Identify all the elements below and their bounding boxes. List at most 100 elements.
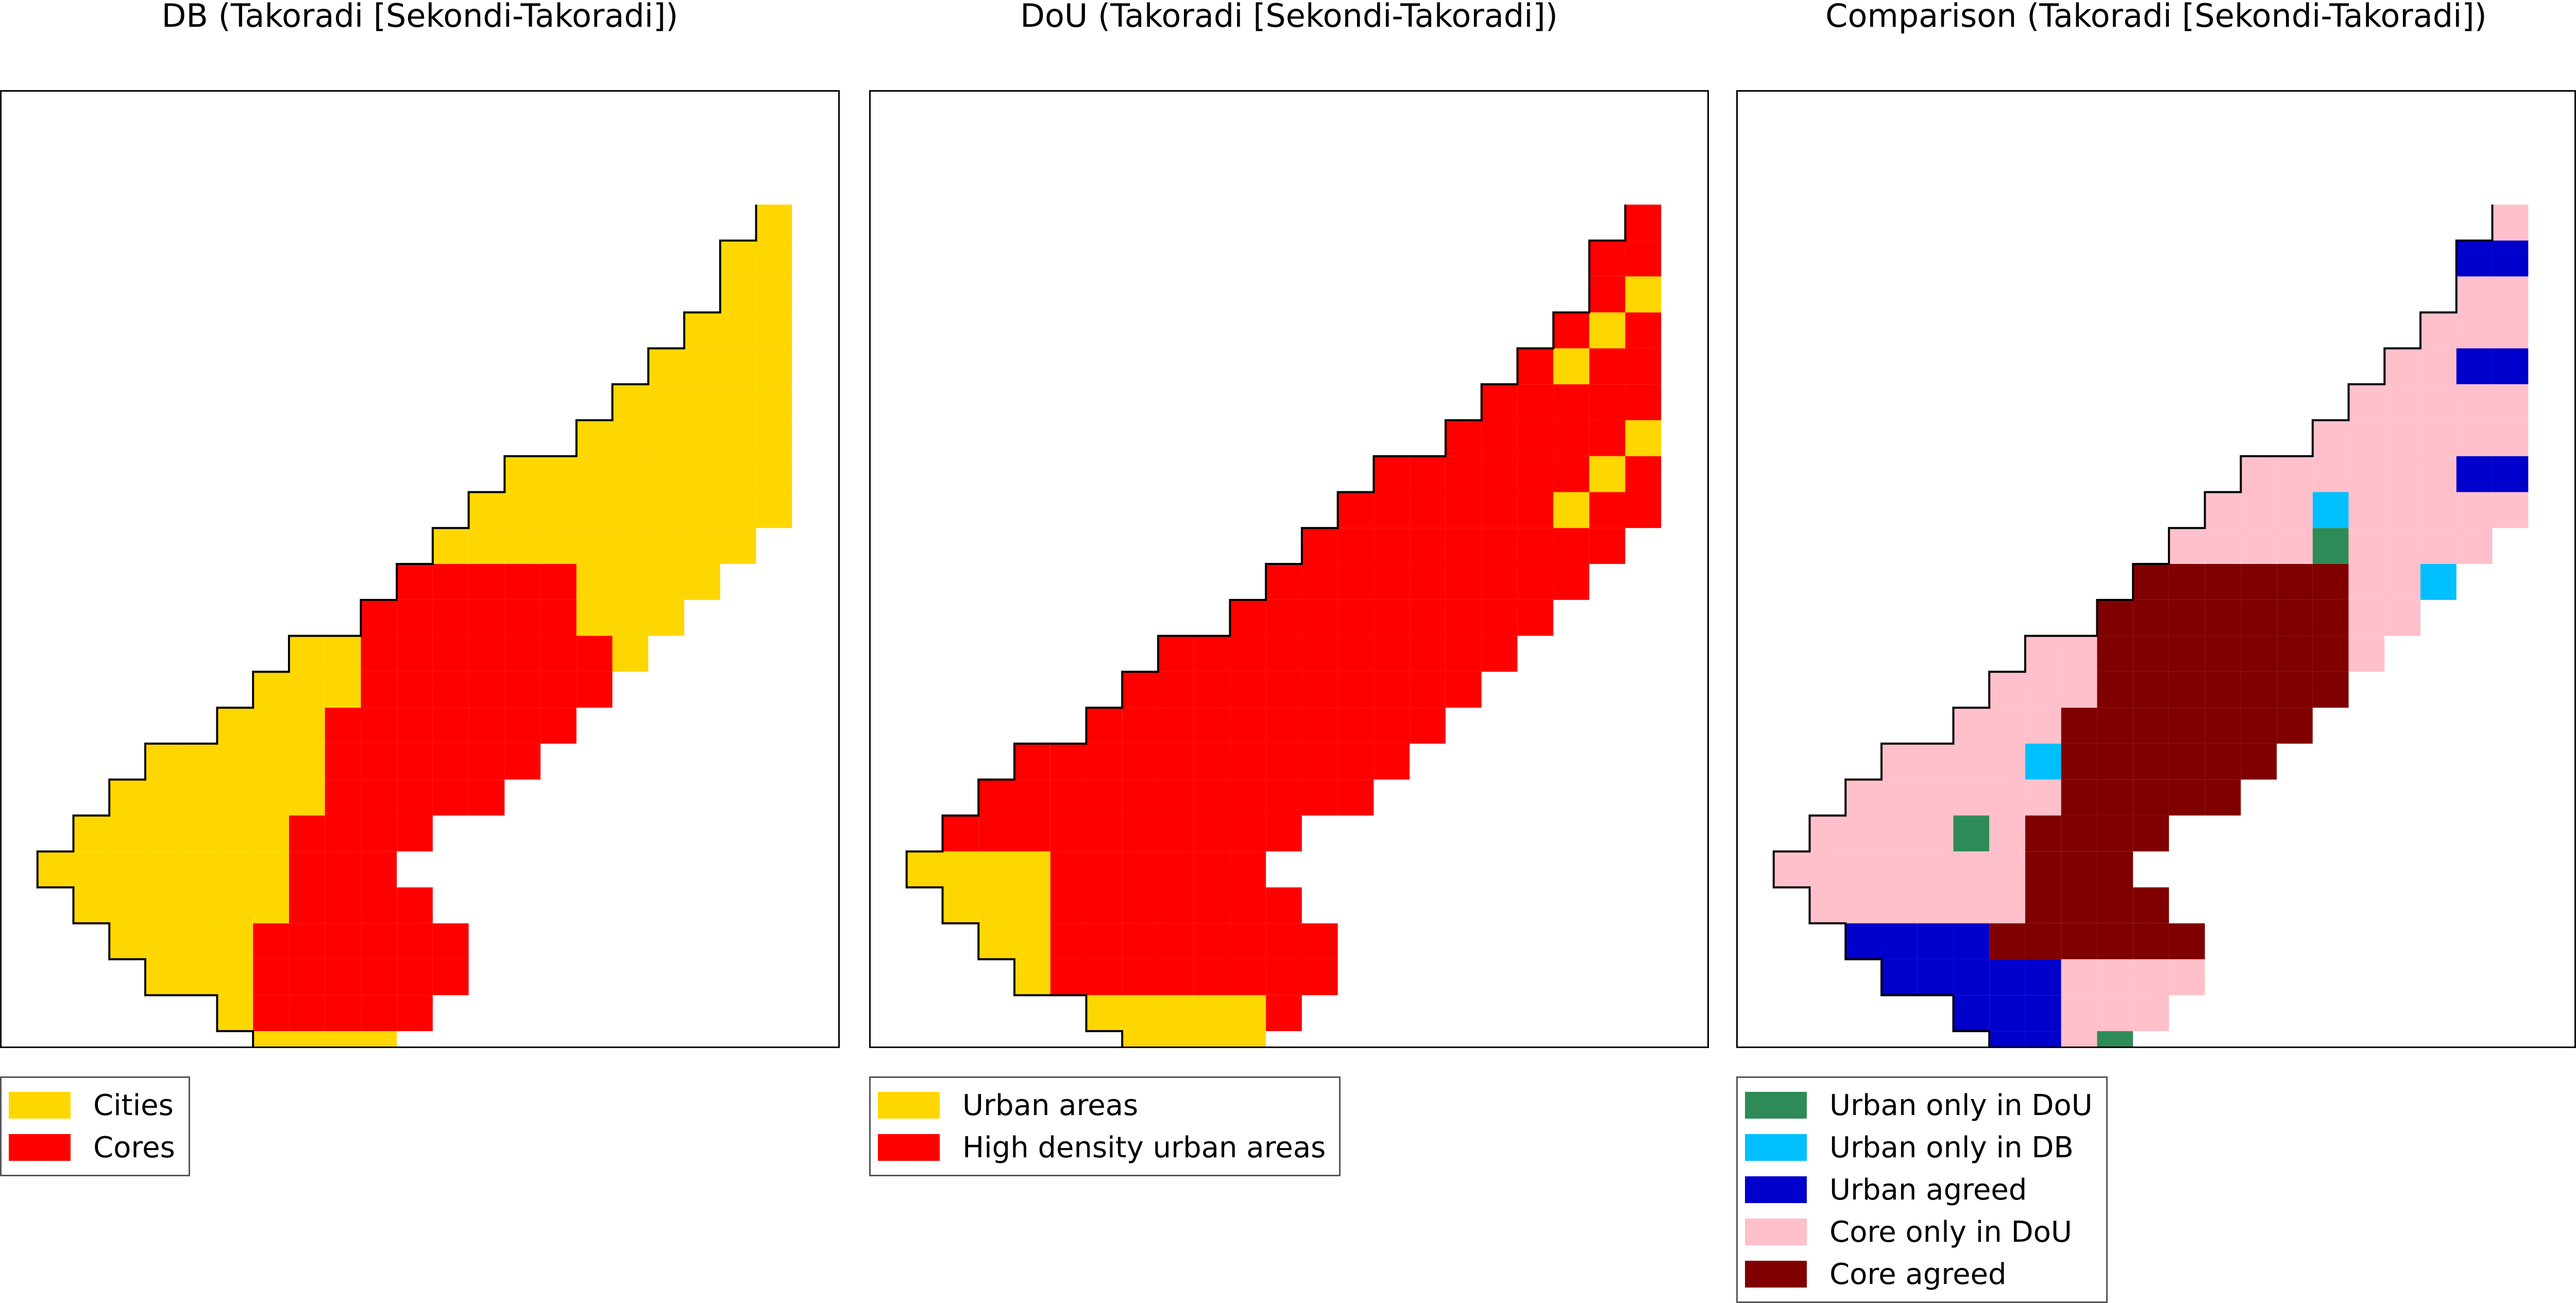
- grid-cell: [1917, 743, 1954, 780]
- grid-cell: [1517, 420, 1554, 456]
- grid-cell: [2492, 312, 2529, 349]
- grid-cell: [504, 456, 541, 492]
- grid-cell: [325, 995, 361, 1032]
- legend-label-high-density: High density urban areas: [962, 1130, 1326, 1164]
- legend-swatch-cities: [9, 1092, 71, 1119]
- grid-cell: [1989, 851, 2025, 887]
- grid-cell: [2456, 420, 2493, 456]
- grid-cell: [1086, 779, 1123, 816]
- grid-cell: [1194, 636, 1230, 672]
- grid-cell: [468, 599, 505, 636]
- grid-cell: [576, 492, 613, 528]
- grid-cell: [2456, 528, 2493, 564]
- grid-cell: [1301, 923, 1338, 959]
- grid-cell: [1086, 959, 1123, 996]
- grid-cell: [1301, 779, 1338, 816]
- grid-cell: [253, 779, 289, 816]
- grid-cell: [289, 851, 325, 887]
- grid-cell: [1194, 1031, 1230, 1047]
- grid-cell: [648, 456, 685, 492]
- grid-cell: [2025, 959, 2061, 996]
- urban-outline: [36, 204, 757, 1047]
- grid-cell: [2492, 348, 2529, 385]
- grid-cell: [504, 672, 541, 708]
- grid-cell: [2456, 241, 2493, 277]
- grid-cell: [2205, 779, 2241, 816]
- grid-cell: [1881, 959, 1918, 996]
- grid-cell: [468, 743, 505, 780]
- grid-cell: [1953, 923, 1990, 959]
- grid-cell: [1917, 923, 1954, 959]
- grid-cell: [1050, 779, 1087, 816]
- grid-cell: [1266, 923, 1302, 959]
- grid-cell: [648, 348, 685, 385]
- grid-cell: [432, 743, 469, 780]
- grid-cell: [1589, 241, 1625, 277]
- legend-dou: Urban areas High density urban areas: [869, 1076, 1341, 1176]
- grid-cell: [2456, 348, 2493, 385]
- grid-cell: [2205, 743, 2241, 780]
- grid-cell: [1194, 959, 1230, 996]
- grid-cell: [756, 241, 792, 277]
- grid-cell: [432, 599, 469, 636]
- grid-cell: [253, 1031, 289, 1047]
- grid-cell: [1194, 851, 1230, 887]
- grid-cell: [684, 564, 720, 600]
- grid-cell: [1337, 743, 1374, 780]
- grid-cell: [361, 743, 397, 780]
- grid-cell: [73, 887, 110, 923]
- grid-cell: [2492, 420, 2529, 456]
- grid-cell: [648, 599, 685, 636]
- grid-cell: [1230, 923, 1266, 959]
- grid-cell: [1845, 887, 1882, 923]
- grid-cell: [756, 384, 792, 420]
- grid-cell: [1881, 851, 1918, 887]
- grid-cell: [1410, 564, 1446, 600]
- map-dou-grid: [905, 204, 1662, 1047]
- grid-cell: [181, 779, 217, 816]
- grid-cell: [109, 815, 145, 852]
- grid-cell: [2384, 599, 2421, 636]
- grid-cell: [2097, 1031, 2133, 1047]
- grid-cell: [1625, 456, 1662, 492]
- grid-cell: [1410, 456, 1446, 492]
- grid-cell: [720, 456, 756, 492]
- grid-cell: [2420, 420, 2456, 456]
- grid-cell: [2277, 636, 2313, 672]
- grid-cell: [2133, 743, 2169, 780]
- grid-cell: [2025, 1031, 2061, 1047]
- grid-cell: [1953, 887, 1990, 923]
- grid-cell: [1553, 348, 1589, 385]
- grid-cell: [756, 456, 792, 492]
- grid-cell: [612, 420, 649, 456]
- grid-cell: [2241, 528, 2277, 564]
- grid-cell: [2133, 708, 2169, 744]
- grid-cell: [2277, 492, 2313, 528]
- grid-cell: [397, 636, 433, 672]
- grid-cell: [2061, 815, 2097, 852]
- grid-cell: [1374, 528, 1410, 564]
- grid-cell: [978, 815, 1014, 852]
- grid-cell: [1589, 384, 1625, 420]
- grid-cell: [1337, 636, 1374, 672]
- grid-cell: [1517, 492, 1554, 528]
- grid-cell: [2061, 995, 2097, 1032]
- grid-cell: [181, 887, 217, 923]
- grid-cell: [1845, 851, 1882, 887]
- grid-cell: [1517, 348, 1554, 385]
- grid-cell: [504, 708, 541, 744]
- grid-cell: [612, 564, 649, 600]
- grid-cell: [504, 743, 541, 780]
- grid-cell: [1517, 384, 1554, 420]
- grid-cell: [2456, 492, 2493, 528]
- grid-cell: [2168, 528, 2205, 564]
- grid-cell: [1809, 851, 1846, 887]
- grid-cell: [2097, 959, 2133, 996]
- grid-cell: [1989, 923, 2025, 959]
- legend-db: Cities Cores: [0, 1076, 190, 1176]
- grid-cell: [217, 995, 253, 1032]
- grid-cell: [1266, 743, 1302, 780]
- grid-cell: [397, 995, 433, 1032]
- grid-cell: [576, 528, 613, 564]
- grid-cell: [1050, 959, 1087, 996]
